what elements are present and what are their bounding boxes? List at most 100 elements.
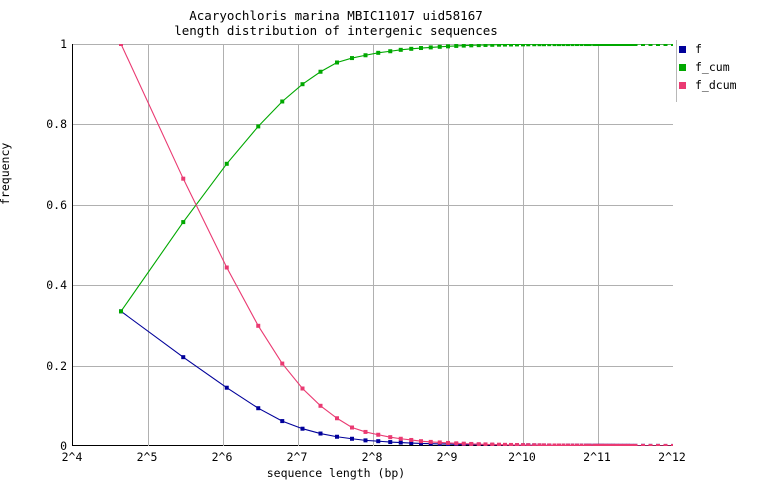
data-point-marker <box>633 44 638 46</box>
x-tick-label: 2^11 <box>583 450 611 464</box>
data-point-marker <box>584 44 588 47</box>
data-point-marker <box>388 49 393 54</box>
data-point-marker <box>428 439 433 444</box>
data-point-marker <box>614 44 619 46</box>
y-tick-label: 0.2 <box>46 358 67 373</box>
x-tick-label: 2^9 <box>436 450 458 464</box>
data-point-marker <box>592 443 597 446</box>
data-point-marker <box>622 44 627 46</box>
x-tick-label: 2^12 <box>658 450 686 464</box>
data-point-marker <box>614 443 619 446</box>
data-point-marker <box>388 435 393 440</box>
data-point-marker <box>509 442 513 446</box>
data-point-marker <box>648 44 653 46</box>
data-point-marker <box>532 44 537 47</box>
data-point-marker <box>409 46 414 51</box>
chart-title-block: Acaryochloris marina MBIC11017 uid58167 … <box>0 8 672 38</box>
data-point-marker <box>547 44 552 47</box>
data-point-marker <box>398 47 403 52</box>
y-tick-label: 0.8 <box>46 117 67 132</box>
data-point-marker <box>388 440 393 445</box>
data-point-marker <box>552 44 557 47</box>
x-tick-label: 2^5 <box>136 450 158 464</box>
data-point-marker <box>318 403 323 408</box>
data-point-marker <box>587 44 592 47</box>
data-point-marker <box>490 442 495 446</box>
data-point-marker <box>483 44 488 47</box>
legend-divider <box>676 40 677 102</box>
series-f_cum <box>119 44 673 314</box>
legend-label: f_cum <box>695 60 730 74</box>
data-point-marker <box>119 44 123 46</box>
data-point-marker <box>300 426 305 431</box>
data-point-marker <box>318 431 323 436</box>
data-point-marker <box>570 443 575 446</box>
data-point-marker <box>224 385 229 390</box>
data-point-marker <box>575 44 579 47</box>
data-point-marker <box>515 443 519 446</box>
data-point-marker <box>181 176 186 181</box>
data-point-marker <box>350 425 354 430</box>
data-point-marker <box>537 443 542 446</box>
data-point-marker <box>641 44 645 46</box>
data-point-marker <box>454 441 459 446</box>
data-point-marker <box>537 44 542 47</box>
data-point-marker <box>446 440 450 445</box>
y-axis-title: frequency <box>0 142 12 205</box>
data-point-marker <box>398 436 403 441</box>
data-point-marker <box>503 442 507 446</box>
data-point-marker <box>181 220 186 225</box>
x-tick-label: 2^10 <box>508 450 536 464</box>
data-point-marker <box>503 44 507 47</box>
data-point-marker <box>575 443 579 446</box>
data-point-marker <box>476 442 481 446</box>
data-point-marker <box>547 443 552 446</box>
plot-area <box>72 44 673 446</box>
data-point-marker <box>363 53 368 58</box>
data-point-marker <box>648 443 653 446</box>
data-point-marker <box>376 439 381 444</box>
legend-item-f_cum[interactable]: f_cum <box>676 58 730 76</box>
legend-item-f_dcum[interactable]: f_dcum <box>676 76 737 94</box>
data-point-marker <box>409 441 414 446</box>
data-point-marker <box>599 44 604 46</box>
data-point-marker <box>532 443 537 446</box>
data-point-marker <box>461 441 466 446</box>
data-point-marker <box>363 429 368 434</box>
data-point-marker <box>607 443 612 446</box>
data-point-marker <box>656 443 660 446</box>
data-point-marker <box>318 69 323 74</box>
data-point-marker <box>509 44 513 47</box>
data-point-marker <box>437 44 442 49</box>
data-point-marker <box>419 46 423 51</box>
data-point-marker <box>570 44 575 47</box>
data-point-marker <box>671 444 673 446</box>
y-tick-label: 0 <box>60 439 67 453</box>
data-point-marker <box>521 44 525 47</box>
data-point-marker <box>256 406 261 411</box>
x-tick-label: 2^6 <box>211 450 233 464</box>
data-point-marker <box>256 323 261 328</box>
data-point-marker <box>618 443 623 446</box>
series-f <box>119 309 673 446</box>
legend-item-f[interactable]: f <box>676 40 702 58</box>
legend-marker-icon <box>679 45 686 53</box>
data-point-marker <box>641 443 645 446</box>
data-point-marker <box>671 44 673 46</box>
data-point-marker <box>398 440 403 445</box>
data-point-marker <box>409 437 414 442</box>
data-point-marker <box>521 443 525 446</box>
data-point-marker <box>629 443 634 446</box>
x-axis-tick-labels: 2^4 2^5 2^6 2^7 2^8 2^9 2^10 2^11 2^12 <box>0 450 762 466</box>
y-tick-label: 1 <box>60 37 67 51</box>
data-point-marker <box>280 361 285 366</box>
data-point-marker <box>419 439 423 444</box>
data-point-marker <box>376 50 381 55</box>
data-point-marker <box>454 44 459 48</box>
data-point-marker <box>497 44 501 47</box>
data-point-marker <box>561 44 566 47</box>
data-point-marker <box>622 443 627 446</box>
data-point-marker <box>633 443 638 446</box>
data-point-marker <box>280 99 285 104</box>
